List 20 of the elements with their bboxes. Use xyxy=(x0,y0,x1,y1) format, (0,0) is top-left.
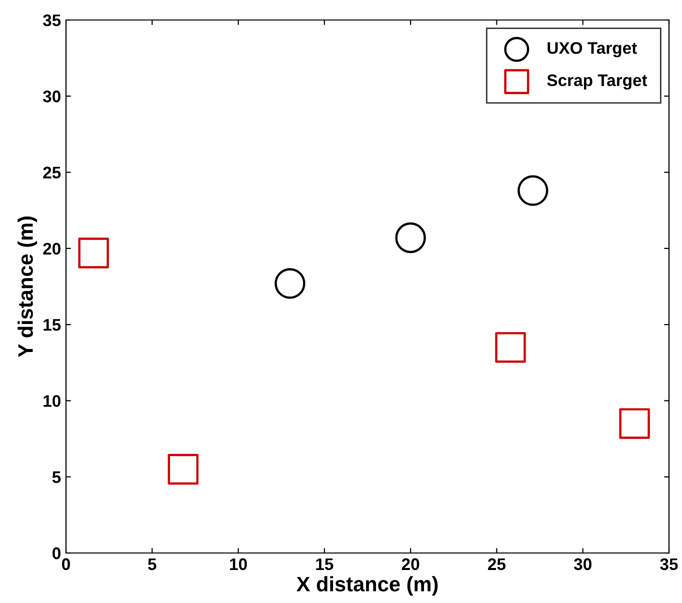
legend-label: UXO Target xyxy=(548,42,637,58)
y-tick-label: 30 xyxy=(42,90,60,102)
y-tick-label: 25 xyxy=(43,166,61,178)
y-tick-label: 35 xyxy=(42,14,61,26)
x-tick-label: 15 xyxy=(316,558,334,570)
x-tick-label: 5 xyxy=(148,558,156,570)
x-tick-label: 35 xyxy=(660,558,678,570)
y-tick-label: 20 xyxy=(43,242,60,255)
y-axis-title: Y distance (m) xyxy=(18,216,38,358)
legend-label: Scrap Target xyxy=(547,74,648,90)
x-tick-label: 20 xyxy=(402,558,420,570)
x-tick-label: 10 xyxy=(230,558,247,570)
y-tick-label: 5 xyxy=(52,471,61,484)
y-tick-label: 10 xyxy=(44,395,60,407)
y-tick-label: 15 xyxy=(44,319,61,331)
y-tick-label: 0 xyxy=(52,547,60,560)
x-tick-label: 30 xyxy=(574,558,592,570)
x-tick-label: 0 xyxy=(62,558,70,570)
x-tick-label: 25 xyxy=(488,558,506,570)
x-axis-title: X distance (m) xyxy=(296,576,438,596)
